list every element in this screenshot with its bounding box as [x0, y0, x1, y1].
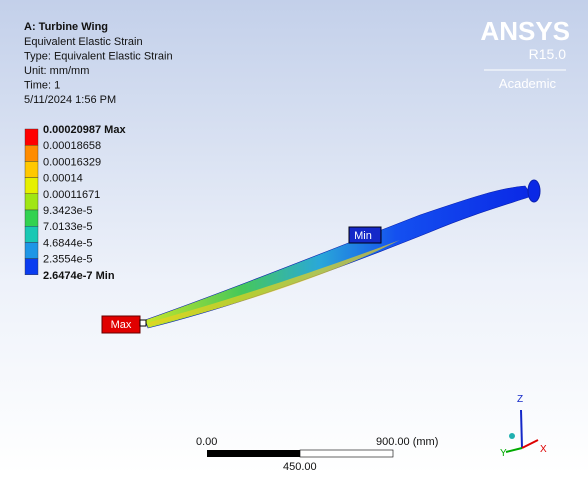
legend-swatch: [24, 161, 39, 178]
scale-end: 900.00 (mm): [376, 436, 438, 448]
triad-ball: [509, 433, 515, 439]
header: A: Turbine Wing Equivalent Elastic Strain…: [24, 21, 173, 106]
legend-label: 2.6474e-7 Min: [43, 270, 115, 282]
header-line: Unit: mm/mm: [24, 65, 89, 77]
logo-version: R15.0: [529, 46, 567, 62]
legend-label: 0.00020987 Max: [43, 124, 126, 136]
scale-black: [207, 450, 300, 457]
legend-swatch: [24, 258, 39, 276]
min-probe: [348, 226, 382, 244]
legend-swatch: [24, 193, 39, 211]
header-line: Equivalent Elastic Strain: [24, 36, 143, 48]
header-line: 5/11/2024 1:56 PM: [24, 94, 116, 106]
legend-label: 0.00014: [43, 173, 83, 185]
legend-swatch: [24, 209, 39, 227]
logo-name: ANSYS: [480, 16, 570, 46]
legend-label: 2.3554e-5: [43, 254, 93, 266]
min-label: Min: [354, 230, 372, 242]
header-title: A: Turbine Wing: [24, 21, 108, 33]
scale-middle: 450.00: [283, 461, 317, 473]
triad-x: X: [540, 444, 547, 455]
legend: 0.00020987 Max 0.00018658 0.00016329 0.0001…: [24, 124, 126, 282]
header-line: Time: 1: [24, 80, 60, 92]
header-line: Type: Equivalent Elastic Strain: [24, 51, 173, 63]
legend-label: 0.00016329: [43, 156, 101, 168]
scale-start: 0.00: [196, 436, 217, 448]
max-label: Max: [111, 319, 132, 331]
legend-label: 0.00011671: [43, 189, 100, 201]
legend-label: 7.0133e-5: [43, 221, 93, 233]
triad-y: Y: [500, 448, 507, 459]
scale-white: [299, 449, 394, 458]
max-point: [139, 319, 147, 327]
y-axis: [505, 447, 523, 453]
legend-label: 4.6844e-5: [43, 237, 93, 249]
wing-highlight: [150, 240, 400, 326]
x-axis: [521, 439, 539, 449]
logo-edition: Academic: [499, 76, 557, 91]
legend-swatch: [24, 144, 39, 162]
legend-swatch: [24, 177, 39, 195]
legend-label: 0.00018658: [43, 140, 101, 152]
legend-label: 9.3423e-5: [43, 205, 93, 217]
z-axis: [520, 409, 523, 449]
triad-z: Z: [517, 394, 523, 405]
legend-swatch: [24, 128, 39, 146]
wing-root: [527, 179, 541, 203]
legend-swatch: [24, 225, 39, 243]
legend-swatch: [24, 242, 39, 259]
